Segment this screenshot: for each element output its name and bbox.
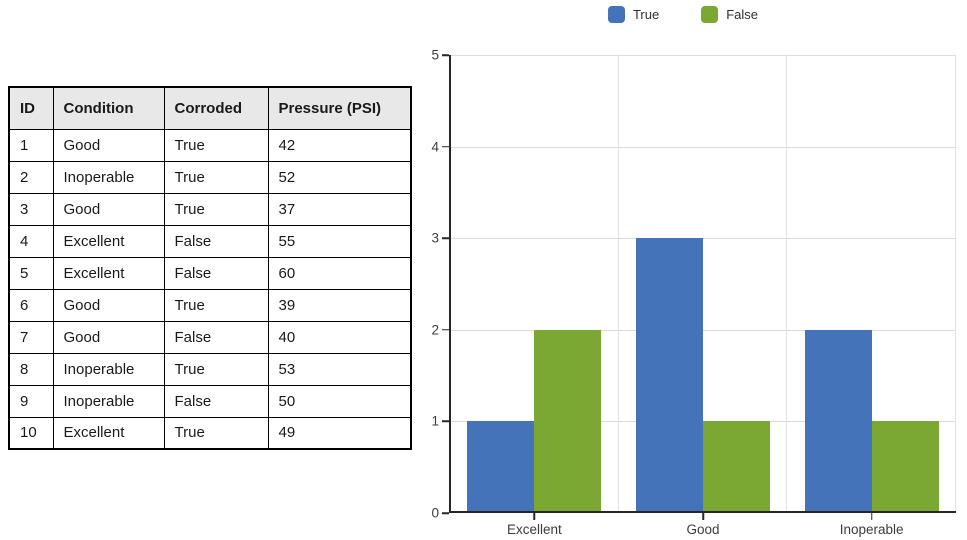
table-cell: True — [163, 128, 269, 162]
gridline-horizontal — [450, 55, 956, 56]
y-axis-tick — [442, 329, 449, 331]
x-axis-category-label: Inoperable — [839, 522, 904, 537]
column-header: ID — [8, 86, 54, 130]
y-axis-label: 0 — [431, 505, 439, 521]
table-cell: Excellent — [52, 416, 165, 450]
y-axis-tick — [442, 145, 449, 148]
y-axis-label: 4 — [431, 138, 439, 154]
gridline-horizontal — [450, 329, 956, 331]
data-table-container: ID Condition Corroded Pressure (PSI) 1 Good T… — [8, 86, 412, 450]
gridline-vertical — [617, 55, 619, 513]
chart-legend: True False — [430, 6, 936, 23]
column-header: Pressure (PSI) — [267, 86, 412, 130]
table-cell: True — [163, 288, 269, 322]
table-row: 8 Inoperable True 53 — [8, 352, 412, 386]
table-header-row: ID Condition Corroded Pressure (PSI) — [8, 86, 412, 130]
table-cell: False — [163, 384, 269, 418]
table-cell: 49 — [267, 416, 412, 450]
table-cell: Good — [52, 192, 165, 226]
x-axis-tick — [533, 513, 536, 520]
table-cell: 55 — [267, 224, 412, 258]
column-header: Condition — [52, 86, 165, 130]
legend-item-false: False — [701, 6, 758, 23]
table-cell: 8 — [8, 352, 54, 386]
table-cell: 1 — [8, 128, 54, 162]
table-cell: Excellent — [52, 224, 165, 258]
table-row: 5 Excellent False 60 — [8, 256, 412, 290]
y-axis-tick — [442, 54, 449, 56]
table-cell: 7 — [8, 320, 54, 354]
table-row: 4 Excellent False 55 — [8, 224, 412, 258]
table-row: 7 Good False 40 — [8, 320, 412, 354]
legend-swatch-true — [607, 6, 625, 23]
legend-label: False — [726, 7, 759, 22]
table-cell: 4 — [8, 224, 54, 258]
y-axis-label: 1 — [431, 413, 439, 429]
x-axis-tick — [702, 513, 704, 520]
table-cell: Good — [52, 288, 165, 322]
table-cell: 10 — [8, 416, 54, 450]
legend-item-true: True — [607, 6, 660, 23]
bar-good-false — [703, 421, 770, 513]
gridline-vertical — [955, 55, 956, 513]
gridline-horizontal — [450, 146, 956, 148]
table-cell: 52 — [267, 160, 412, 194]
bar-excellent-false — [534, 329, 602, 513]
table-cell: 53 — [267, 352, 412, 386]
table-cell: Inoperable — [52, 160, 165, 194]
y-axis-label: 3 — [431, 230, 439, 246]
table-row: 1 Good True 42 — [8, 128, 412, 162]
table-cell: Good — [52, 320, 165, 354]
table-row: 6 Good True 39 — [8, 288, 412, 322]
table-cell: 42 — [267, 128, 412, 162]
table-cell: 2 — [8, 160, 54, 194]
x-axis-tick — [870, 513, 873, 520]
table-cell: True — [163, 160, 269, 194]
legend-label: True — [632, 7, 660, 22]
data-table: ID Condition Corroded Pressure (PSI) 1 Good T… — [8, 86, 412, 450]
bar-inoperable-true — [804, 329, 872, 513]
y-axis-label: 2 — [431, 322, 439, 338]
table-cell: Inoperable — [52, 384, 165, 418]
x-axis-category-label: Good — [686, 522, 720, 537]
table-cell: 3 — [8, 192, 54, 226]
table-cell: 50 — [267, 384, 412, 418]
y-axis-tick — [442, 237, 449, 239]
grouped-bar-chart: True False 0 1 2 3 4 5 Excellent Good Inoperable — [425, 0, 967, 540]
table-cell: True — [163, 416, 269, 450]
chart-plot-area: 0 1 2 3 4 5 Excellent Good Inoperable — [431, 48, 956, 536]
column-header: Corroded — [163, 86, 269, 130]
bar-excellent-true — [467, 421, 535, 513]
table-cell: 9 — [8, 384, 54, 418]
table-cell: False — [163, 224, 269, 258]
table-cell: 60 — [267, 256, 412, 290]
gridline-horizontal — [450, 238, 956, 240]
bar-good-true — [636, 238, 703, 513]
y-axis-tick — [442, 420, 449, 423]
x-axis-category-label: Excellent — [506, 522, 562, 537]
y-axis-label: 5 — [431, 47, 439, 63]
table-cell: True — [163, 192, 269, 226]
table-cell: Excellent — [52, 256, 165, 290]
table-cell: 5 — [8, 256, 54, 290]
table-row: 2 Inoperable True 52 — [8, 160, 412, 194]
bar-inoperable-false — [871, 421, 939, 513]
table-row: 9 Inoperable False 50 — [8, 384, 412, 418]
y-axis-tick — [442, 512, 449, 514]
gridline-vertical — [786, 55, 788, 513]
table-cell: 6 — [8, 288, 54, 322]
table-row: 10 Excellent True 49 — [8, 416, 412, 450]
table-cell: 40 — [267, 320, 412, 354]
table-row: 3 Good True 37 — [8, 192, 412, 226]
table-cell: False — [163, 256, 269, 290]
table-cell: True — [163, 352, 269, 386]
table-cell: 37 — [267, 192, 412, 226]
table-cell: Good — [52, 128, 165, 162]
table-cell: Inoperable — [52, 352, 165, 386]
table-cell: False — [163, 320, 269, 354]
legend-swatch-false — [701, 6, 719, 23]
x-axis-line — [449, 511, 956, 513]
y-axis-line — [449, 55, 451, 513]
table-cell: 39 — [267, 288, 412, 322]
